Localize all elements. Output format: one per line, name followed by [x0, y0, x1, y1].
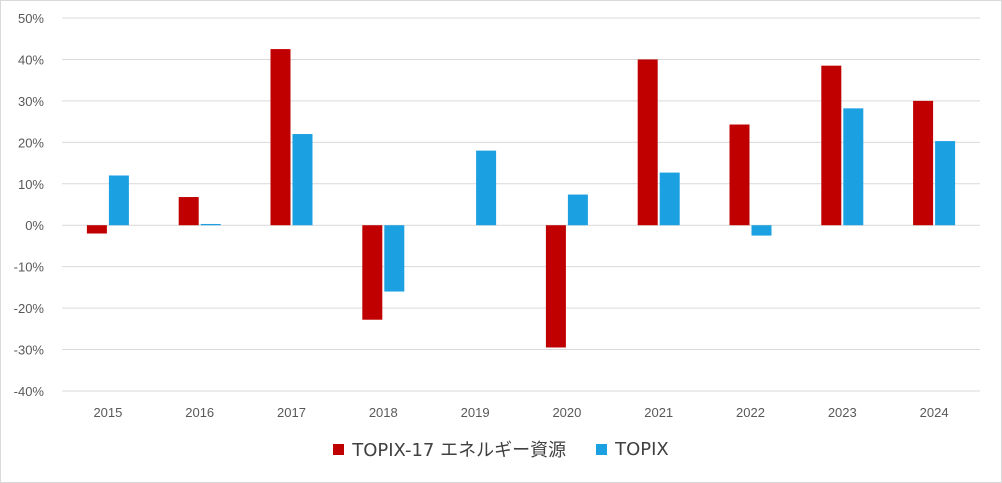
- legend-item-series-2: TOPIX: [596, 439, 669, 460]
- y-tick-label: -30%: [14, 343, 45, 358]
- bar-series-1-2021: [637, 59, 658, 226]
- x-tick-label: 2024: [920, 405, 949, 420]
- bar-series-1-2022: [729, 124, 750, 226]
- x-tick-label: 2018: [369, 405, 398, 420]
- legend-item-series-1: TOPIX-17 エネルギー資源: [333, 436, 566, 462]
- bar-series-2-2018: [384, 225, 405, 292]
- bar-series-2-2020: [567, 194, 588, 226]
- bar-series-1-2023: [821, 65, 842, 226]
- bar-series-1-2024: [913, 100, 934, 226]
- x-tick-label: 2021: [644, 405, 673, 420]
- y-tick-label: 50%: [18, 11, 44, 26]
- bar-series-1-2015: [86, 225, 107, 234]
- bar-series-2-2016: [200, 223, 221, 226]
- bar-series-1-2016: [178, 197, 199, 226]
- legend-swatch-series-1: [333, 443, 345, 455]
- y-tick-label: 20%: [18, 135, 44, 150]
- bar-series-2-2024: [935, 141, 956, 226]
- bar-series-1-2017: [270, 49, 291, 226]
- x-tick-label: 2017: [277, 405, 306, 420]
- x-tick-label: 2023: [828, 405, 857, 420]
- bar-series-2-2019: [476, 150, 497, 226]
- legend-swatch-series-2: [596, 443, 608, 455]
- x-tick-label: 2019: [461, 405, 490, 420]
- y-tick-label: -10%: [14, 260, 45, 275]
- x-tick-label: 2016: [185, 405, 214, 420]
- bar-series-2-2021: [659, 172, 680, 226]
- bar-series-2-2015: [108, 175, 129, 226]
- x-tick-label: 2020: [552, 405, 581, 420]
- x-tick-label: 2022: [736, 405, 765, 420]
- y-tick-label: 0%: [25, 218, 44, 233]
- y-tick-label: -40%: [14, 384, 45, 399]
- bar-series-2-2022: [751, 225, 772, 236]
- bar-series-1-2020: [545, 225, 566, 348]
- legend: TOPIX-17 エネルギー資源 TOPIX: [0, 436, 1002, 462]
- bar-series-2-2023: [843, 108, 864, 226]
- y-tick-label: 40%: [18, 52, 44, 67]
- bar-series-1-2018: [362, 225, 383, 320]
- y-tick-label: -20%: [14, 301, 45, 316]
- bar-series-2-2017: [292, 134, 313, 226]
- y-tick-label: 30%: [18, 94, 44, 109]
- legend-label-series-2: TOPIX: [615, 438, 669, 460]
- y-tick-label: 10%: [18, 177, 44, 192]
- x-tick-label: 2015: [93, 405, 122, 420]
- legend-label-series-1: TOPIX-17 エネルギー資源: [352, 440, 567, 461]
